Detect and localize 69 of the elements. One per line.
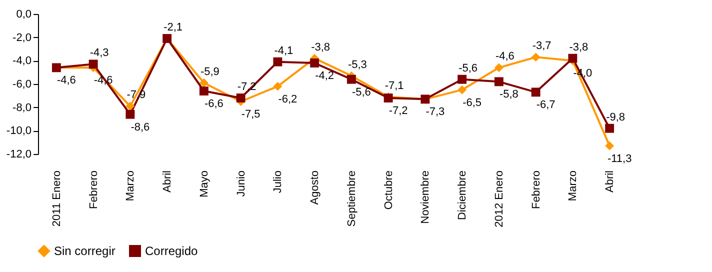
data-label: -7,5 (241, 108, 260, 120)
point (531, 52, 540, 62)
data-label: -3,8 (311, 41, 330, 54)
point (458, 85, 467, 94)
x-tick-label: Abril (604, 170, 616, 193)
point (199, 86, 208, 96)
data-label: -6,2 (278, 93, 298, 106)
point (126, 110, 135, 119)
point (236, 94, 246, 102)
y-tick-label: -2,0 (12, 32, 32, 44)
x-tick-label: Agosto (309, 170, 322, 205)
x-tick-label: Diciembre (456, 170, 469, 220)
data-label: -5,9 (200, 66, 220, 78)
x-tick-label: Mayo (198, 170, 210, 198)
data-label: -2,1 (164, 22, 183, 34)
y-tick-label: 0,0 (16, 8, 32, 20)
point (310, 58, 320, 68)
x-tick-label: Julio (272, 170, 284, 194)
point (568, 54, 578, 63)
x-tick-label: Septiembre (346, 170, 358, 227)
data-label: -3,8 (569, 41, 588, 54)
data-label: -4,2 (315, 70, 334, 82)
data-label: -8,6 (130, 121, 150, 134)
y-tick-label: -6,0 (12, 78, 32, 90)
x-tick-label: Noviembre (420, 170, 432, 224)
data-label: -5,3 (348, 58, 367, 71)
x-tick-label: Marzo (124, 170, 137, 202)
x-tick-label: Marzo (567, 170, 580, 202)
data-label: -6,7 (536, 99, 556, 112)
data-label: -5,6 (458, 62, 478, 74)
y-tick-label: -12,0 (6, 148, 32, 160)
point (346, 74, 356, 84)
data-label: -7,1 (384, 80, 404, 92)
data-label: -7,2 (388, 105, 408, 117)
x-tick-label: Junio (235, 170, 248, 197)
x-tick-label: Febrero (530, 170, 542, 210)
point (273, 57, 282, 66)
data-label: -5,8 (499, 88, 518, 101)
data-label: -4,6 (495, 50, 514, 63)
point (199, 78, 208, 88)
point (273, 82, 282, 91)
x-tick-label: 2012 Enero (493, 170, 506, 228)
point (494, 77, 504, 86)
data-label: -6,6 (204, 98, 224, 110)
x-tick-label: 2011 Enero (50, 170, 63, 227)
point (605, 141, 614, 150)
y-tick-label: -8,0 (12, 102, 32, 114)
data-label: -11,3 (607, 152, 632, 165)
y-tick-label: -10,0 (6, 125, 32, 138)
y-tick-label: -4,0 (12, 55, 32, 68)
point (126, 102, 135, 111)
point (605, 124, 614, 133)
x-tick-label: Abril (162, 170, 174, 193)
data-label: -3,7 (532, 40, 552, 52)
data-label: -9,8 (606, 111, 626, 124)
point (458, 74, 467, 84)
data-label: -6,5 (462, 96, 482, 109)
point (531, 88, 540, 97)
data-label: -4,6 (56, 74, 76, 87)
x-tick-label: Febrero (88, 170, 100, 210)
point (494, 63, 504, 72)
x-tick-label: Octubre (382, 170, 395, 210)
data-label: -4,3 (90, 47, 109, 60)
legend-label: Sin corregir (54, 244, 116, 258)
data-label: -5,6 (352, 86, 371, 98)
legend-label: Corregido (145, 244, 198, 258)
data-label: -7,3 (426, 106, 445, 118)
data-label: -4,1 (274, 44, 294, 57)
point (88, 60, 98, 69)
